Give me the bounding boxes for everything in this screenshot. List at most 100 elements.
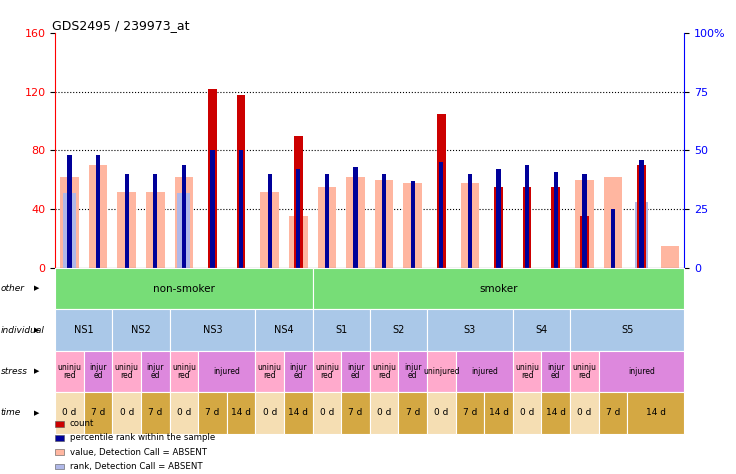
Bar — [289, 217, 308, 268]
Text: 0 d: 0 d — [520, 409, 534, 418]
Text: 0 d: 0 d — [434, 409, 448, 418]
Text: ▶: ▶ — [34, 410, 39, 416]
Bar — [268, 174, 272, 268]
Bar — [637, 165, 646, 268]
Bar — [439, 162, 444, 268]
Text: count: count — [70, 419, 94, 428]
Bar — [635, 202, 648, 268]
Text: injur
ed: injur ed — [289, 363, 307, 380]
Bar — [239, 151, 244, 268]
Bar — [661, 246, 679, 268]
Text: uninju
red: uninju red — [258, 363, 282, 380]
Text: non-smoker: non-smoker — [153, 283, 215, 293]
Bar — [495, 187, 503, 268]
Text: time: time — [1, 409, 21, 418]
Bar — [96, 155, 100, 268]
Text: S2: S2 — [392, 325, 405, 335]
Bar — [318, 187, 336, 268]
Text: 0 d: 0 d — [319, 409, 334, 418]
Bar — [325, 174, 329, 268]
Text: injured: injured — [471, 367, 498, 376]
Text: injured: injured — [628, 367, 655, 376]
Text: NS4: NS4 — [275, 325, 294, 335]
Text: rank, Detection Call = ABSENT: rank, Detection Call = ABSENT — [70, 462, 202, 471]
Text: ▶: ▶ — [34, 285, 39, 292]
Bar — [237, 95, 245, 268]
Bar — [261, 191, 279, 268]
Bar — [523, 187, 531, 268]
Bar — [382, 174, 386, 268]
Bar — [403, 183, 422, 268]
Text: injur
ed: injur ed — [404, 363, 422, 380]
Text: 14 d: 14 d — [289, 409, 308, 418]
Text: uninju
red: uninju red — [57, 363, 82, 380]
Text: 0 d: 0 d — [63, 409, 77, 418]
Bar — [575, 180, 594, 268]
Text: uninju
red: uninju red — [172, 363, 196, 380]
Bar — [604, 177, 622, 268]
Text: 7 d: 7 d — [463, 409, 477, 418]
Bar — [89, 165, 107, 268]
Bar — [68, 155, 71, 268]
Bar — [375, 180, 394, 268]
Text: 0 d: 0 d — [577, 409, 592, 418]
Bar — [580, 217, 589, 268]
Text: NS1: NS1 — [74, 325, 93, 335]
Text: 14 d: 14 d — [646, 409, 666, 418]
Text: uninju
red: uninju red — [515, 363, 539, 380]
Bar — [294, 136, 302, 268]
Bar — [411, 181, 415, 268]
Text: value, Detection Call = ABSENT: value, Detection Call = ABSENT — [70, 448, 207, 456]
Text: injur
ed: injur ed — [547, 363, 565, 380]
Bar — [210, 151, 215, 268]
Text: 7 d: 7 d — [205, 409, 220, 418]
Bar — [60, 177, 79, 268]
Text: uninju
red: uninju red — [573, 363, 596, 380]
Text: 0 d: 0 d — [263, 409, 277, 418]
Bar — [63, 193, 76, 268]
Text: ▶: ▶ — [34, 368, 39, 374]
Text: 0 d: 0 d — [377, 409, 392, 418]
Text: 7 d: 7 d — [406, 409, 420, 418]
Bar — [551, 187, 560, 268]
Bar — [296, 169, 300, 268]
Text: 0 d: 0 d — [119, 409, 134, 418]
Text: injur
ed: injur ed — [89, 363, 107, 380]
Bar — [182, 164, 186, 268]
Bar — [146, 191, 165, 268]
Bar — [468, 174, 472, 268]
Bar — [611, 209, 615, 268]
Text: 0 d: 0 d — [177, 409, 191, 418]
Bar — [640, 160, 644, 268]
Text: S3: S3 — [464, 325, 476, 335]
Text: 14 d: 14 d — [489, 409, 509, 418]
Text: 7 d: 7 d — [91, 409, 105, 418]
Bar — [208, 89, 217, 268]
Bar — [124, 174, 129, 268]
Bar — [461, 183, 479, 268]
Text: other: other — [1, 284, 25, 293]
Bar — [496, 169, 500, 268]
Text: uninju
red: uninju red — [315, 363, 339, 380]
Text: injured: injured — [213, 367, 240, 376]
Bar — [437, 114, 445, 268]
Text: ▶: ▶ — [34, 327, 39, 333]
Text: GDS2495 / 239973_at: GDS2495 / 239973_at — [52, 19, 190, 32]
Text: percentile rank within the sample: percentile rank within the sample — [70, 434, 215, 442]
Bar — [525, 164, 529, 268]
Bar — [118, 191, 136, 268]
Text: injur
ed: injur ed — [146, 363, 164, 380]
Text: 7 d: 7 d — [148, 409, 163, 418]
Text: 7 d: 7 d — [348, 409, 363, 418]
Bar — [582, 174, 587, 268]
Bar — [346, 177, 365, 268]
Text: individual: individual — [1, 326, 45, 335]
Bar — [353, 167, 358, 268]
Text: 14 d: 14 d — [546, 409, 566, 418]
Bar — [174, 177, 194, 268]
Text: uninjured: uninjured — [423, 367, 460, 376]
Text: S4: S4 — [535, 325, 548, 335]
Text: NS2: NS2 — [131, 325, 151, 335]
Text: stress: stress — [1, 367, 28, 376]
Text: uninju
red: uninju red — [372, 363, 396, 380]
